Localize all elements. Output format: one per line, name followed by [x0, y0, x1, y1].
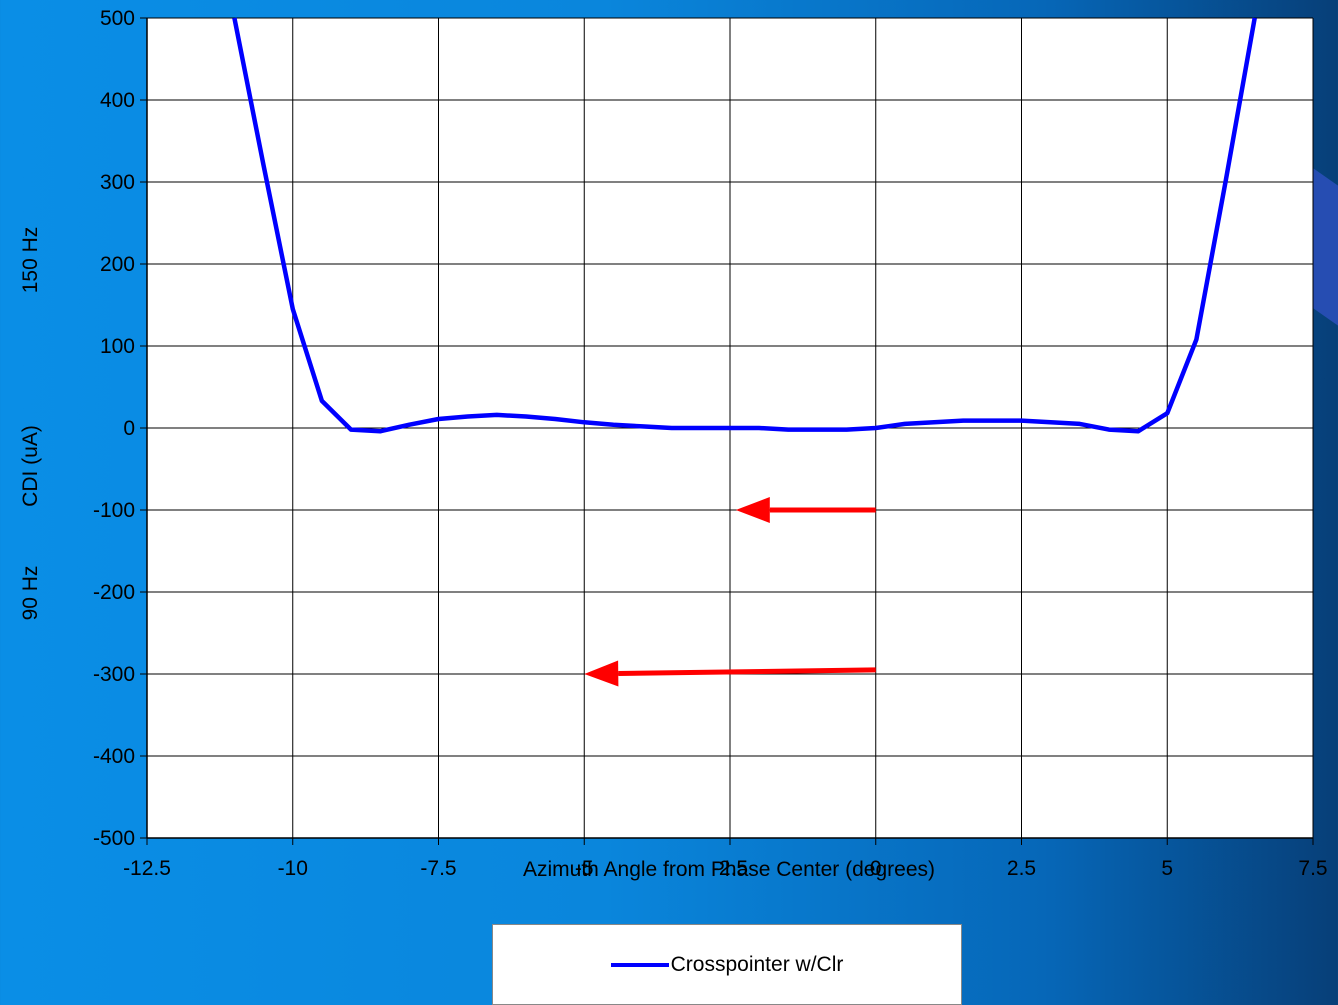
annotation-arrow-0 [735, 497, 876, 523]
y-tick-label: -500 [93, 827, 135, 850]
x-axis-title: Azimuth Angle from Phase Center (degrees… [523, 858, 935, 881]
annotation-arrows [584, 497, 876, 687]
x-tick-label: -5 [575, 857, 594, 880]
annotation-arrow-1 [584, 660, 876, 687]
y-axis-lower-label: 90 Hz [19, 566, 42, 621]
y-tick-label: 400 [100, 89, 135, 112]
x-tick-label: -2.5 [712, 857, 748, 880]
x-tick-labels: -12.5 -10 -7.5 -5 -2.5 0 2.5 5 7.5 [123, 857, 1328, 880]
arrow-head [584, 660, 619, 687]
y-axis-upper-label: 150 Hz [19, 227, 42, 294]
y-tick-label: 200 [100, 253, 135, 276]
y-tick-label: 0 [123, 417, 135, 440]
y-tick-label: -400 [93, 745, 135, 768]
arrow-head [735, 497, 770, 523]
series-group [232, 17, 1257, 434]
x-tick-label: -12.5 [123, 857, 171, 880]
arrow-shaft [618, 667, 876, 677]
series-line-0 [232, 17, 1257, 434]
y-tick-label: 500 [100, 7, 135, 30]
y-tick-label: -200 [93, 581, 135, 604]
y-tick-labels: 500 400 300 200 100 0 -100 -200 -300 -400 -500 [93, 7, 135, 850]
x-tick-label: 5 [1161, 857, 1173, 880]
x-tick-label: 0 [870, 857, 882, 880]
x-tick-label: -7.5 [420, 857, 456, 880]
legend: Crosspointer w/Clr [492, 924, 962, 1005]
x-tick-label: 2.5 [1007, 857, 1036, 880]
y-tick-label: -100 [93, 499, 135, 522]
x-tick-label: 7.5 [1298, 857, 1327, 880]
legend-swatch [610, 962, 669, 967]
y-tick-label: 100 [100, 335, 135, 358]
x-tick-label: -10 [278, 857, 308, 880]
y-tick-label: 300 [100, 171, 135, 194]
legend-label: Crosspointer w/Clr [670, 952, 844, 976]
y-axis-title: CDI (uA) [19, 425, 42, 507]
y-tick-label: -300 [93, 663, 135, 686]
